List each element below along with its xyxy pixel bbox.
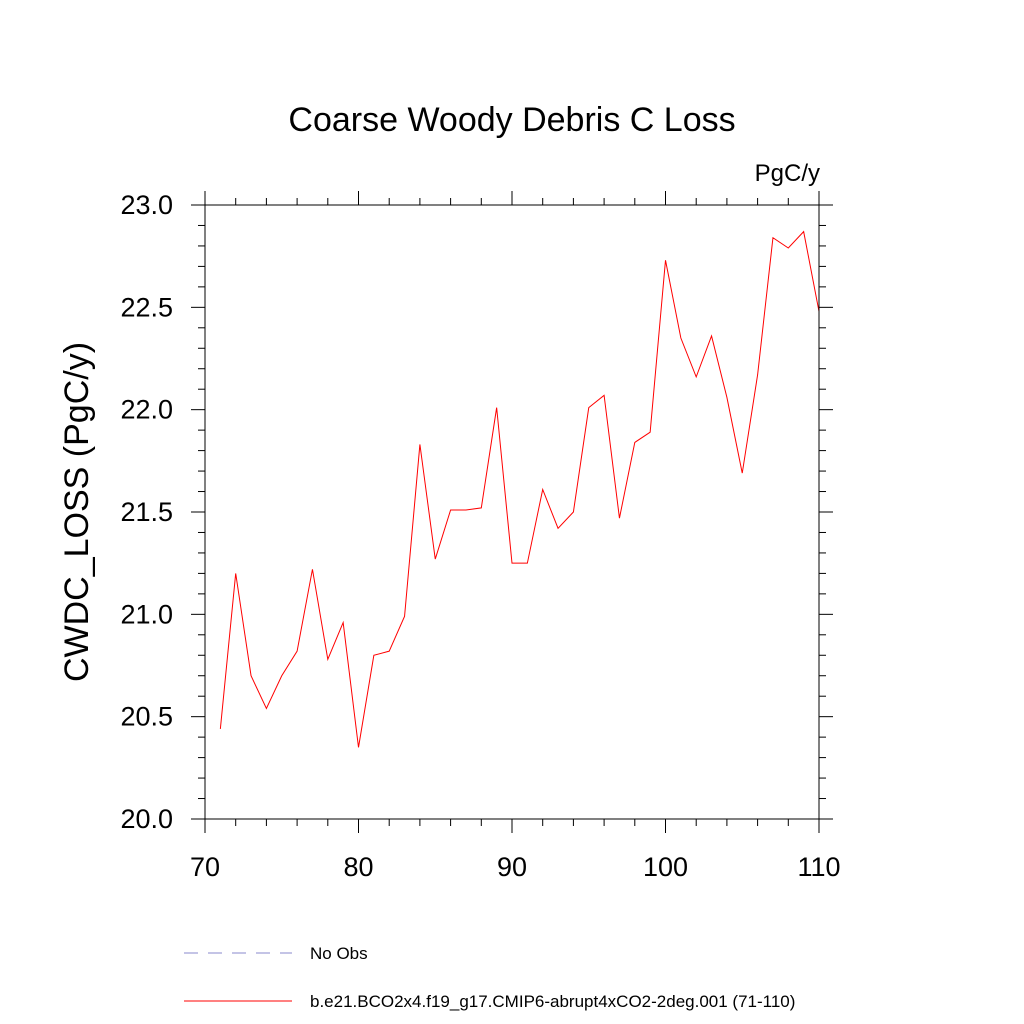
data-point — [604, 395, 605, 396]
data-point — [496, 407, 497, 408]
axis-tick-labels: 70 80 90 100 110 20.0 20.5 21.0 21.5 22.0 22.5 23.0 — [120, 190, 840, 882]
data-point — [404, 616, 405, 617]
data-point — [757, 374, 758, 375]
data-point — [297, 651, 298, 652]
legend-label-model-run: b.e21.BCO2x4.f19_g17.CMIP6-abrupt4xCO2-2… — [310, 992, 795, 1011]
data-point — [389, 651, 390, 652]
data-point — [650, 432, 651, 433]
x-tick-label: 70 — [190, 852, 220, 882]
data-point — [358, 747, 359, 748]
y-tick-label: 21.5 — [120, 497, 173, 527]
chart-title: Coarse Woody Debris C Loss — [288, 101, 735, 139]
x-tick-label: 90 — [497, 852, 527, 882]
data-point — [450, 509, 451, 510]
data-point — [251, 675, 252, 676]
legend-label-no-obs: No Obs — [310, 944, 368, 963]
data-point — [573, 512, 574, 513]
data-point — [726, 397, 727, 398]
y-axis-title: CWDC_LOSS (PgC/y) — [58, 342, 96, 682]
data-point — [542, 489, 543, 490]
plot-frame — [204, 204, 820, 820]
x-tick-label: 100 — [643, 852, 688, 882]
data-point — [558, 528, 559, 529]
y-tick-label: 23.0 — [120, 190, 173, 220]
data-point — [373, 655, 374, 656]
series-line-model-run — [219, 230, 820, 748]
data-point — [327, 659, 328, 660]
data-point — [235, 573, 236, 574]
series-layer — [219, 230, 820, 748]
y-tick-label: 20.5 — [120, 702, 173, 732]
data-point — [788, 247, 789, 248]
data-point — [665, 260, 666, 261]
y-tick-label: 22.5 — [120, 292, 173, 322]
x-tick-label: 80 — [343, 852, 373, 882]
data-point — [435, 559, 436, 560]
data-point — [281, 675, 282, 676]
y-tick-label: 20.0 — [120, 804, 173, 834]
data-point — [711, 335, 712, 336]
data-point — [680, 338, 681, 339]
data-point — [803, 231, 804, 232]
data-point — [266, 708, 267, 709]
data-point — [312, 569, 313, 570]
x-tick-label: 110 — [797, 852, 840, 882]
data-point — [588, 407, 589, 408]
units-label: PgC/y — [755, 160, 820, 187]
data-point — [419, 444, 420, 445]
data-point — [481, 507, 482, 508]
data-point — [742, 473, 743, 474]
data-point — [619, 518, 620, 519]
data-point — [465, 509, 466, 510]
y-tick-label: 21.0 — [120, 599, 173, 629]
legend: No Obs b.e21.BCO2x4.f19_g17.CMIP6-abrupt… — [184, 944, 795, 1011]
y-tick-label: 22.0 — [120, 395, 173, 425]
data-point — [772, 237, 773, 238]
data-point — [634, 442, 635, 443]
data-point — [220, 728, 221, 729]
data-point — [343, 622, 344, 623]
data-point — [527, 563, 528, 564]
data-point — [696, 376, 697, 377]
axis-ticks — [191, 191, 833, 833]
data-point — [512, 563, 513, 564]
